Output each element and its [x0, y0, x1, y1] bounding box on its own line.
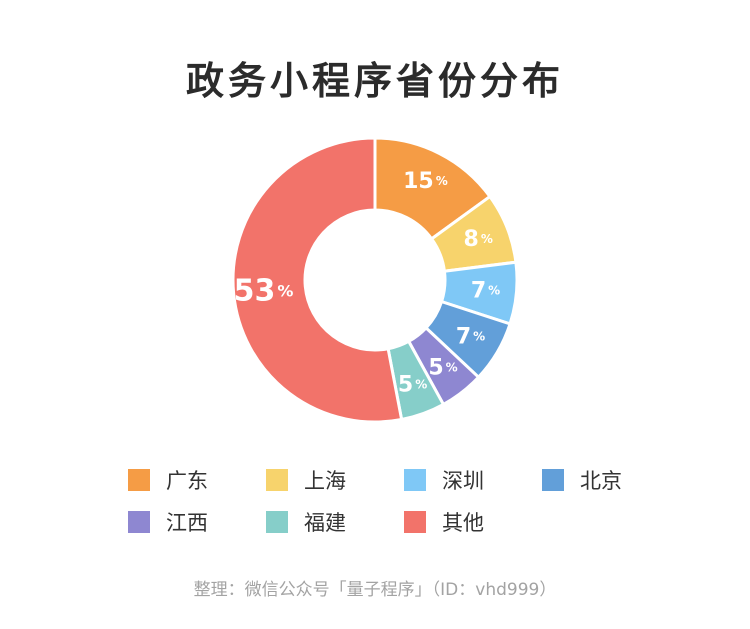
- legend-item-广东: 广东: [128, 467, 208, 493]
- legend-swatch: [404, 511, 426, 533]
- legend-label: 上海: [304, 469, 346, 493]
- legend-swatch: [266, 469, 288, 491]
- slice-label-广东: 15%: [403, 169, 448, 194]
- legend-swatch: [404, 469, 426, 491]
- slice-label-江西: 5%: [428, 355, 457, 380]
- legend-label: 深圳: [442, 469, 484, 493]
- legend-swatch: [128, 511, 150, 533]
- footer-credit: 整理：微信公众号「量子程序」（ID：vhd999）: [193, 580, 557, 600]
- legend-item-深圳: 深圳: [404, 467, 484, 493]
- chart-title: 政务小程序省份分布: [185, 59, 564, 103]
- legend-swatch: [542, 469, 564, 491]
- slice-label-深圳: 7%: [471, 278, 500, 303]
- legend-label: 北京: [580, 469, 622, 493]
- legend-item-上海: 上海: [266, 467, 346, 493]
- slice-label-福建: 5%: [398, 372, 427, 397]
- legend-label: 福建: [304, 511, 346, 535]
- legend-label: 江西: [166, 511, 208, 535]
- slice-其他: [231, 136, 404, 424]
- donut-chart: 15 % 8 % 7 % 7 % 5 %5 % 53%: [231, 136, 519, 424]
- slice-label-上海: 8%: [464, 227, 493, 252]
- legend-item-北京: 北京: [542, 467, 622, 493]
- legend-swatch: [128, 469, 150, 491]
- legend-item-其他: 其他: [404, 509, 484, 535]
- slice-label-其他: 53%: [234, 273, 294, 308]
- legend-item-江西: 江西: [128, 509, 208, 535]
- legend-item-福建: 福建: [266, 509, 346, 535]
- legend-swatch: [266, 511, 288, 533]
- legend-label: 广东: [166, 469, 208, 493]
- legend-label: 其他: [442, 511, 484, 535]
- slice-label-北京: 7%: [456, 324, 485, 349]
